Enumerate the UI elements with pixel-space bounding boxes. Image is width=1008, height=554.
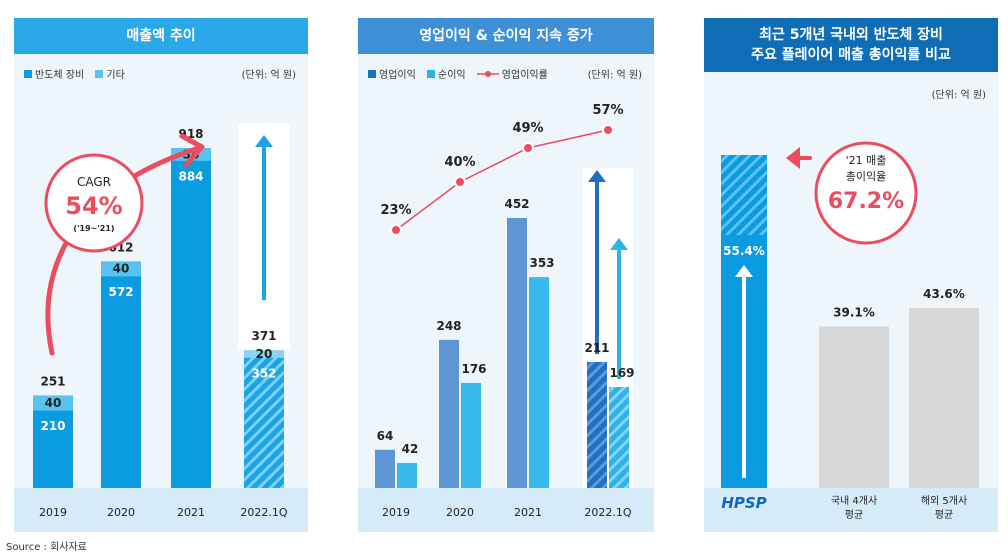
revenue-axis-band (14, 488, 308, 532)
bar-semiconductor (171, 160, 211, 488)
np-growth-arrow-head (610, 238, 628, 250)
x-tick-label: 국내 4개사 (831, 495, 877, 507)
x-tick-label: 2022.1Q (584, 506, 631, 519)
x-tick-label: 해외 5개사 (921, 494, 967, 507)
margin-unit: (단위: 억 원) (931, 90, 986, 101)
label-operating-profit: 64 (377, 429, 394, 443)
revenue-legend: 반도체 장비 기타 (24, 66, 133, 81)
bar-operating-profit (439, 339, 459, 488)
bar-net-profit (529, 277, 549, 488)
label-total: 371 (251, 329, 276, 343)
label-net-profit: 169 (609, 366, 634, 380)
x-tick-label: 2020 (107, 506, 135, 519)
margin-line (395, 129, 609, 231)
source-note: Source : 회사자료 (6, 542, 87, 553)
callout-circle (814, 141, 918, 245)
x-tick-label: 평균 (845, 509, 863, 521)
bar-net-profit (609, 387, 629, 488)
label-total: 251 (40, 374, 65, 388)
legend-margin: 영업이익률 (501, 70, 548, 81)
bar-other (33, 395, 73, 411)
margin-point (602, 124, 614, 136)
revenue-chart: 2104025120195724061220208843491820213522… (14, 123, 308, 532)
bar-hpsp-extension (721, 155, 767, 235)
bar-other (244, 350, 284, 358)
revenue-title: 매출액 추이 (14, 18, 308, 54)
bar-operating-profit (587, 361, 607, 488)
hpsp-arrow-head (735, 265, 753, 277)
legend-other: 기타 (106, 70, 125, 81)
label-net-profit: 176 (461, 362, 486, 376)
label-peer-average: 43.6% (923, 287, 965, 301)
margin-panel: 최근 5개년 국내외 반도체 장비 주요 플레이어 매출 총이익률 비교 (단위… (704, 18, 998, 532)
margin-label: 23% (380, 203, 411, 218)
bar-peer-average (819, 326, 889, 488)
profit-legend: 영업이익 순이익 영업이익률 (368, 66, 556, 81)
margin-title: 최근 5개년 국내외 반도체 장비 주요 플레이어 매출 총이익률 비교 (704, 18, 998, 72)
bar-net-profit (461, 382, 481, 488)
hpsp-logo: HPSP (721, 494, 766, 512)
x-tick-label: 평균 (935, 509, 953, 521)
bar-other (101, 261, 141, 277)
bar-semiconductor (101, 276, 141, 488)
margin-point (454, 176, 466, 188)
label-operating-profit: 452 (504, 197, 529, 211)
label-semiconductor: 572 (108, 285, 133, 299)
margin-label: 40% (444, 155, 475, 170)
x-tick-label: 2019 (39, 506, 67, 519)
x-tick-label: 2021 (514, 506, 542, 519)
label-semiconductor: 884 (178, 170, 203, 184)
cagr-label: CAGR (77, 175, 111, 189)
label-other: 40 (113, 262, 130, 276)
label-net-profit: 42 (402, 442, 419, 456)
legend-net-profit: 순이익 (438, 70, 466, 81)
bar-peer-average (909, 308, 979, 488)
label-other: 40 (45, 396, 62, 410)
cagr-period: ('19~'21) (73, 224, 114, 233)
x-tick-label: 2022.1Q (240, 506, 287, 519)
bar-operating-profit (507, 218, 527, 488)
legend-semiconductor: 반도체 장비 (35, 70, 85, 81)
label-operating-profit: 248 (436, 319, 461, 333)
x-tick-label: 2021 (177, 506, 205, 519)
label-peer-average: 39.1% (833, 306, 875, 320)
callout-arrow-head (786, 147, 800, 169)
label-semiconductor: 210 (40, 419, 65, 433)
bar-operating-profit (375, 449, 395, 488)
profit-axis-band (358, 488, 654, 532)
label-hpsp: 55.4% (723, 244, 765, 258)
revenue-unit: (단위: 억 원) (241, 70, 296, 81)
callout-line2: 총이익율 (846, 170, 886, 183)
profit-panel: 영업이익 & 순이익 지속 증가 영업이익 순이익 영업이익률 (단위: 억 원… (358, 18, 654, 532)
cagr-arrow-head (179, 133, 205, 168)
margin-point (522, 142, 534, 154)
callout-line1: '21 매출 (846, 154, 887, 167)
cagr-value: 54% (65, 192, 122, 220)
bar-semiconductor (33, 410, 73, 488)
cagr-circle (44, 153, 144, 253)
margin-label: 57% (592, 103, 623, 118)
x-tick-label: 2020 (446, 506, 474, 519)
bar-net-profit (397, 462, 417, 488)
label-semiconductor: 352 (251, 367, 276, 381)
label-operating-profit: 211 (584, 341, 609, 355)
profit-title: 영업이익 & 순이익 지속 증가 (358, 18, 654, 54)
revenue-panel: 매출액 추이 반도체 장비 기타 (단위: 억 원) 210 40 251 2019 5… (14, 18, 308, 532)
revenue-growth-arrow-head (255, 135, 273, 147)
margin-axis-band (704, 488, 998, 532)
bar-semiconductor (244, 357, 284, 488)
profit-unit: (단위: 억 원) (587, 70, 642, 81)
legend-operating-profit: 영업이익 (379, 70, 416, 81)
x-tick-label: 2019 (382, 506, 410, 519)
callout-value: 67.2% (828, 189, 904, 214)
label-other: 20 (256, 347, 273, 361)
op-growth-arrow-head (588, 170, 606, 182)
margin-label: 49% (512, 121, 543, 136)
label-net-profit: 353 (529, 256, 554, 270)
margin-point (390, 224, 402, 236)
